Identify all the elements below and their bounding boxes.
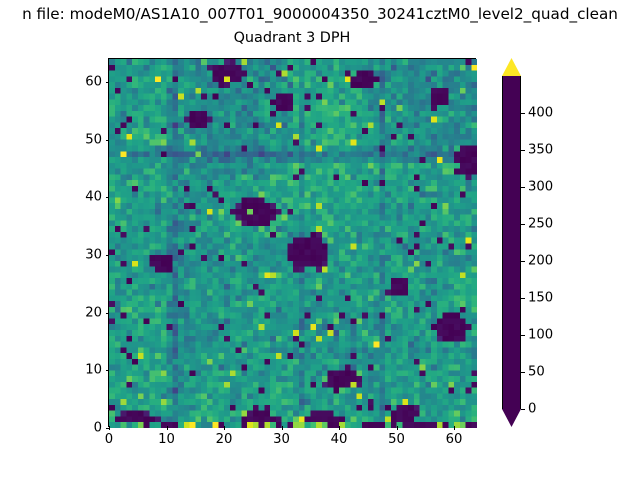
figure-suptitle: n file: modeM0/AS1A10_007T01_9000004350_… [0,3,640,25]
x-tick-label: 0 [104,432,114,447]
x-tick-label: 50 [388,432,405,447]
y-tick-label: 50 [85,132,102,148]
colorbar-tick-mark [521,372,525,373]
colorbar[interactable]: 0 50 100 150 200 250 300 350 400 [502,58,553,427]
y-tick-mark [105,312,109,314]
x-tick-mark [339,426,340,430]
colorbar-tick-label: 200 [528,253,554,269]
colorbar-tick-label: 350 [528,142,554,158]
x-tick-label: 20 [215,432,233,447]
colorbar-tick-mark [521,224,525,225]
colorbar-tick-label: 50 [528,364,545,380]
heatmap-axes[interactable]: 0 10 20 30 40 50 60 0 10 20 30 40 50 60 [85,58,477,447]
x-tick-label: 10 [158,432,175,447]
y-tick-label: 40 [85,189,102,205]
colorbar-tick-label: 400 [528,105,554,121]
y-tick-mark [105,197,109,199]
y-tick-label: 10 [85,362,102,378]
y-tick-mark [105,82,109,84]
x-tick-mark [454,426,455,430]
y-tick-label: 20 [85,305,102,321]
colorbar-body [502,76,521,409]
y-tick-mark [105,255,109,257]
colorbar-tick-mark [521,261,525,262]
colorbar-extend-bottom-arrow [502,409,521,427]
colorbar-tick-mark [521,409,525,410]
colorbar-tick-mark [521,298,525,299]
colorbar-tick-label: 250 [528,216,554,232]
heatmap-image [109,59,477,428]
y-tick-mark [105,370,109,372]
x-tick-mark [166,426,168,430]
x-tick-mark [224,426,225,430]
y-tick-mark [105,428,109,429]
colorbar-tick-label: 150 [528,290,554,306]
y-tick-label: 60 [85,74,102,90]
y-tick-mark [105,139,109,141]
x-tick-mark [109,426,110,430]
colorbar-tick-label: 300 [528,179,554,195]
colorbar-gradient [503,76,520,409]
x-tick-label: 60 [445,432,463,447]
y-tick-label: 30 [85,247,102,263]
axes-title: Quadrant 3 DPH [233,30,351,46]
y-tick-label: 0 [93,420,102,436]
figure-suptitle-text: n file: modeM0/AS1A10_007T01_9000004350_… [22,5,618,23]
colorbar-tick-mark [521,187,525,188]
colorbar-tick-label: 0 [528,401,537,417]
x-tick-label: 30 [273,432,290,447]
colorbar-extend-top-arrow [502,58,521,76]
x-tick-label: 40 [330,432,348,447]
colorbar-tick-mark [521,150,525,151]
x-tick-mark [281,426,283,430]
colorbar-tick-mark [521,335,525,336]
colorbar-tick-mark [521,113,525,114]
colorbar-tick-label: 100 [528,327,554,343]
x-tick-mark [396,426,398,430]
